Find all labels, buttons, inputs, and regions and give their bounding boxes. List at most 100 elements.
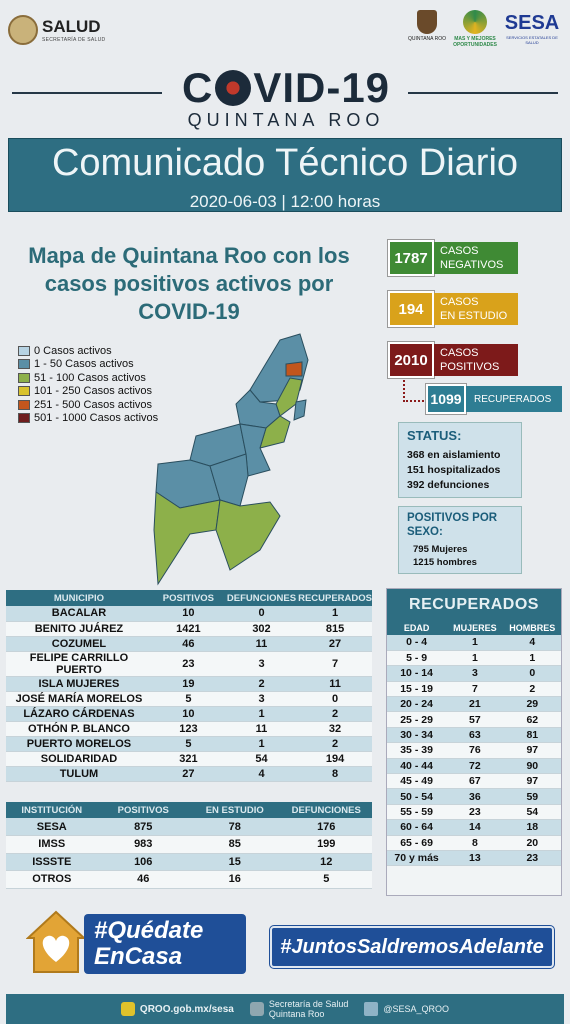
municipio-row: PUERTO MORELOS 5 1 2 — [6, 736, 372, 753]
recuperados-edad-cell: 2 — [503, 681, 561, 698]
legend-label: 251 - 500 Casos activos — [34, 398, 153, 411]
stat-positivos: 2010 CASOS POSITIVOS — [387, 341, 518, 379]
legend-item: 1 - 50 Casos activos — [18, 358, 168, 372]
instituciones-table: INSTITUCIÓN POSITIVOS EN ESTUDIO DEFUNCIONE… — [6, 802, 372, 889]
recuperados-edad-cell: 1 — [446, 650, 504, 667]
recuperados-edad-cell: 90 — [503, 758, 561, 775]
map-legend: 0 Casos activos 1 - 50 Casos activos 51 - … — [18, 344, 168, 425]
sesa-sub: SERVICIOS ESTATALES DE SALUD — [506, 35, 558, 45]
status-line: 151 hospitalizados — [407, 464, 501, 476]
legend-swatch — [18, 399, 30, 410]
stat-negativos-value: 1787 — [387, 239, 435, 277]
recuperados-edad-cell: 5 - 9 — [387, 650, 447, 667]
legend-item: 51 - 100 Casos activos — [18, 371, 168, 385]
municipio-cell: 2 — [224, 676, 299, 692]
municipio-cell: 7 — [298, 651, 372, 677]
municipio-row: LÁZARO CÁRDENAS 10 1 2 — [6, 706, 372, 723]
municipio-cell: 54 — [224, 751, 299, 768]
legend-label: 501 - 1000 Casos activos — [34, 412, 159, 425]
municipio-cell: BACALAR — [6, 606, 152, 622]
municipio-cell: 321 — [151, 751, 225, 768]
municipio-header-row: MUNICIPIO POSITIVOS DEFUNCIONES RECUPERADOS — [6, 590, 372, 606]
municipio-cell: SOLIDARIDAD — [6, 751, 152, 768]
institucion-cell: 12 — [280, 853, 372, 871]
footer-secretaria-l1: Secretaría de Salud — [268, 999, 349, 1009]
municipio-cell: 2 — [298, 706, 372, 723]
legend-item: 0 Casos activos — [18, 344, 168, 358]
stat-estudio-value: 194 — [387, 290, 435, 328]
recuperados-edad-cell: 55 - 59 — [387, 804, 447, 821]
recuperados-edad-cell: 20 — [503, 835, 561, 851]
sesa-logo: SESA SERVICIOS ESTATALES DE SALUD — [500, 12, 564, 46]
municipio-cell: PUERTO MORELOS — [6, 736, 152, 753]
municipio-cell: 2 — [298, 736, 372, 753]
house-heart-icon — [26, 910, 86, 973]
covid-subtitle: QUINTANA ROO — [187, 110, 385, 130]
recuperados-edad-cell: 60 - 64 — [387, 819, 447, 836]
municipio-cell: 1 — [298, 606, 372, 622]
municipio-cell: 8 — [298, 766, 372, 783]
recuperados-edad-cell: 10 - 14 — [387, 665, 447, 682]
stat-positivos-l2: POSITIVOS — [440, 361, 500, 373]
salud-name: SALUD — [42, 17, 101, 36]
recuperados-edad-cell: 0 - 4 — [387, 635, 447, 651]
footer: QROO.gob.mx/sesa Secretaría de Salud Qui… — [6, 994, 564, 1024]
legend-swatch — [18, 345, 30, 356]
recuperados-edad-row: 65 - 69 8 20 — [387, 835, 561, 851]
mujeres-logo-text: MAS Y MEJORES OPORTUNIDADES — [453, 36, 497, 48]
map-region-cancun — [285, 361, 303, 377]
recuperados-edad-cell: 97 — [503, 742, 561, 759]
recuperados-edad-row: 25 - 29 57 62 — [387, 711, 561, 728]
legend-swatch — [18, 372, 30, 383]
recuperados-edad-cell: 18 — [503, 819, 561, 836]
recuperados-edad-cell: 54 — [503, 804, 561, 821]
stat-recuperados-value: 1099 — [425, 383, 467, 415]
stat-estudio-l2: EN ESTUDIO — [440, 310, 508, 322]
web-icon — [120, 1002, 135, 1016]
recuperados-edad-row: 20 - 24 21 29 — [387, 696, 561, 713]
legend-label: 101 - 250 Casos activos — [34, 385, 153, 398]
legend-label: 51 - 100 Casos activos — [34, 371, 146, 384]
municipios-table: MUNICIPIO POSITIVOS DEFUNCIONES RECUPERADOS… — [6, 590, 372, 783]
stat-estudio-l1: CASOS — [440, 296, 479, 308]
municipio-row: FELIPE CARRILLO PUERTO 23 3 7 — [6, 651, 372, 677]
recuperados-edad-cell: 21 — [446, 696, 504, 713]
recuperados-edad-cell: 65 - 69 — [387, 835, 447, 851]
recuperados-edad-row: 70 y más 13 23 — [387, 850, 561, 867]
recuperados-edad-cell: 30 - 34 — [387, 727, 447, 744]
municipio-row: COZUMEL 46 11 27 — [6, 636, 372, 652]
footer-site-text: QROO.gob.mx/sesa — [139, 1003, 234, 1015]
stat-negativos: 1787 CASOS NEGATIVOS — [387, 239, 518, 277]
recuperados-edad-cell: 67 — [446, 773, 504, 790]
footer-twitter[interactable]: @SESA_QROO — [364, 1002, 449, 1016]
recuperados-edad-row: 55 - 59 23 54 — [387, 804, 561, 821]
municipio-cell: 123 — [151, 721, 225, 738]
municipio-cell: 0 — [298, 691, 372, 707]
salud-sub: SECRETARÍA DE SALUD — [42, 37, 106, 43]
banner — [8, 138, 562, 212]
institucion-cell: 176 — [280, 818, 372, 836]
stat-recuperados: 1099 RECUPERADOS — [425, 383, 562, 415]
recuperados-edad-cell: 70 y más — [387, 850, 447, 867]
recuperados-edad-cell: 36 — [446, 788, 504, 805]
secretaria-icon — [249, 1002, 264, 1016]
map-region-opb-east — [215, 499, 281, 571]
municipio-cell: 0 — [224, 606, 299, 622]
municipio-cell: 302 — [224, 621, 299, 637]
stat-estudio: 194 CASOS EN ESTUDIO — [387, 290, 518, 328]
recuperados-edad-row: 35 - 39 76 97 — [387, 742, 561, 759]
juntos-saldremos-badge: #JuntosSaldremosAdelante — [269, 925, 555, 969]
municipio-cell: 5 — [151, 691, 225, 707]
title-divider-left — [12, 92, 162, 94]
stat-estudio-label: CASOS EN ESTUDIO — [434, 293, 518, 325]
institucion-row: SESA 875 78 176 — [6, 818, 372, 836]
sexo-line: 1215 hombres — [413, 557, 477, 568]
footer-twitter-text: @SESA_QROO — [383, 1004, 450, 1014]
recuperados-edad-header-row: EDAD MUJERES HOMBRES — [387, 621, 561, 635]
footer-site[interactable]: QROO.gob.mx/sesa — [120, 1002, 234, 1016]
municipio-column-header: DEFUNCIONES — [224, 590, 299, 606]
institucion-cell: ISSSTE — [6, 853, 98, 871]
municipio-cell: 11 — [298, 676, 372, 692]
